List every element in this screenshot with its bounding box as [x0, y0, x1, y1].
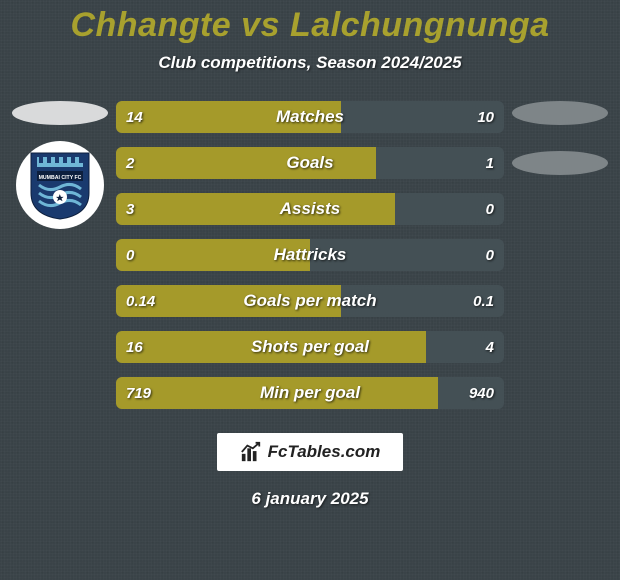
stat-bar-right	[395, 193, 504, 225]
player2-shadow-ellipse	[512, 101, 608, 125]
stat-bar-left	[116, 331, 426, 363]
club-crest-icon: MUMBAI CITY FC	[29, 149, 91, 221]
stat-bar-left	[116, 239, 310, 271]
right-side	[506, 101, 614, 409]
stat-row: Shots per goal164	[116, 331, 504, 363]
infographic: Chhangte vs Lalchungnunga Club competiti…	[0, 0, 620, 580]
stat-bar-left	[116, 377, 438, 409]
stat-row: Hattricks00	[116, 239, 504, 271]
stat-bar-right	[341, 285, 504, 317]
title-vs: vs	[241, 6, 280, 44]
stat-bar-left	[116, 193, 395, 225]
page-title: Chhangte vs Lalchungnunga	[0, 0, 620, 45]
stat-bar-right	[426, 331, 504, 363]
stat-bar-right	[341, 101, 504, 133]
stat-row: Goals21	[116, 147, 504, 179]
title-player1: Chhangte	[70, 6, 231, 44]
main-area: MUMBAI CITY FC Matches1410 Goals21 Assists…	[0, 101, 620, 409]
club-badge-left: MUMBAI CITY FC	[16, 141, 104, 229]
title-player2: Lalchungnunga	[290, 6, 550, 44]
stat-row: Goals per match0.140.1	[116, 285, 504, 317]
stat-bar-left	[116, 285, 341, 317]
left-side: MUMBAI CITY FC	[6, 101, 114, 409]
stat-bar-right	[310, 239, 504, 271]
player2-shadow-ellipse-2	[512, 151, 608, 175]
stat-bar-right	[438, 377, 504, 409]
comparison-bars: Matches1410 Goals21 Assists30 Hattricks00 Go…	[114, 101, 506, 409]
player1-shadow-ellipse	[12, 101, 108, 125]
bar-chart-icon	[240, 441, 262, 463]
svg-text:MUMBAI CITY FC: MUMBAI CITY FC	[39, 175, 82, 181]
stat-row: Min per goal719940	[116, 377, 504, 409]
stat-bar-left	[116, 101, 341, 133]
date-text: 6 january 2025	[0, 489, 620, 509]
stat-row: Assists30	[116, 193, 504, 225]
brand-box: FcTables.com	[217, 433, 403, 471]
stat-bar-left	[116, 147, 376, 179]
stat-bar-right	[376, 147, 504, 179]
subtitle: Club competitions, Season 2024/2025	[0, 53, 620, 73]
brand-text: FcTables.com	[268, 442, 381, 462]
stat-row: Matches1410	[116, 101, 504, 133]
